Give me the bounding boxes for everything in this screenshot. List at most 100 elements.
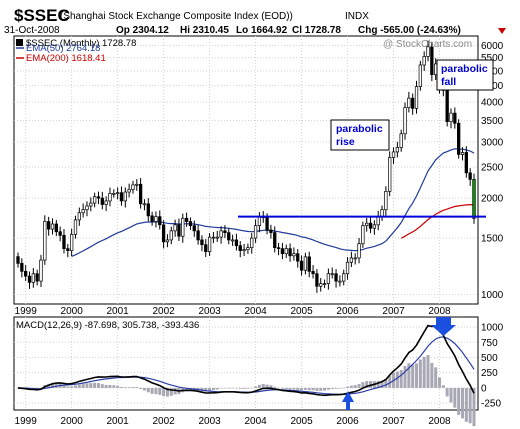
candle-body <box>135 183 139 186</box>
histogram-bar <box>231 387 235 389</box>
macd-tick-label: 500 <box>481 353 498 364</box>
year-tick-label: 2001 <box>107 416 130 427</box>
candle <box>100 191 104 210</box>
down-arrow-icon <box>431 317 456 336</box>
candle <box>234 233 239 251</box>
histogram-bar <box>238 387 242 389</box>
candle-body <box>472 178 476 219</box>
ema50-line <box>71 148 475 257</box>
candle-body <box>342 273 346 282</box>
price-title: $SSEC (Monthly) 1728.78 <box>26 38 136 49</box>
ema200-line <box>400 203 475 239</box>
histogram-bar <box>254 386 258 388</box>
price-tick-label: 5500 <box>481 53 504 64</box>
candle-body <box>276 247 281 249</box>
histogram-bar <box>273 386 277 388</box>
candle-body <box>54 223 58 233</box>
macd-title: MACD(12,26,9) -87.698, 305.738, -393.436 <box>16 320 199 331</box>
candle-body <box>47 221 51 230</box>
candle <box>181 213 185 243</box>
macd-tick-label: 250 <box>481 368 498 379</box>
annotation-parabolic-rise: parabolic rise <box>330 119 390 151</box>
price-date-axis: 1999 2000 2001 2002 2003 2004 2005 2006 2007 2008 <box>15 306 452 317</box>
candle-body <box>269 229 273 233</box>
histogram-bar <box>388 375 392 388</box>
candle <box>150 211 154 226</box>
price-tick-label: 4000 <box>481 97 504 108</box>
histogram-bar <box>361 382 365 388</box>
high-value: Hi 2310.45 <box>180 25 229 36</box>
candle <box>104 196 108 212</box>
annotation-fall-text: parabolic fall <box>441 63 488 88</box>
candle-body <box>265 217 269 231</box>
candle <box>81 203 85 218</box>
histogram-bar <box>158 387 162 395</box>
candle <box>403 102 407 140</box>
candle-body <box>43 221 47 261</box>
candle <box>89 197 93 212</box>
candle <box>288 243 292 262</box>
candle-body <box>73 219 78 235</box>
candle-body <box>20 263 24 272</box>
candle <box>353 253 357 265</box>
year-tick-label: 2008 <box>428 416 451 427</box>
candle-body <box>35 273 39 282</box>
histogram-bar <box>85 383 89 388</box>
candle <box>184 212 189 227</box>
histogram-bar <box>119 386 123 388</box>
candle <box>472 173 476 224</box>
histogram-bar <box>265 384 269 388</box>
candle <box>326 268 331 290</box>
histogram-bar <box>89 383 93 388</box>
candle <box>426 40 430 62</box>
candle <box>92 192 97 208</box>
histogram-bar <box>146 387 150 393</box>
candle <box>142 199 147 211</box>
candle-body <box>238 245 242 251</box>
candle-body <box>411 97 415 109</box>
candle-body <box>361 225 365 245</box>
candle-body <box>319 283 323 287</box>
candle-body <box>150 215 154 222</box>
macd-tick-label: 1000 <box>481 323 504 334</box>
histogram-bar <box>464 387 468 422</box>
candle <box>58 226 62 242</box>
price-tick-label: 1500 <box>481 234 504 245</box>
year-tick-label: 2004 <box>244 306 267 317</box>
candle <box>50 218 55 235</box>
candle-body <box>284 248 288 255</box>
macd-line <box>17 324 475 397</box>
histogram-bar <box>349 385 353 388</box>
candle-body <box>257 216 262 227</box>
histogram-bar <box>353 385 357 388</box>
annotation-rise-text: parabolic rise <box>336 123 383 148</box>
histogram-bar <box>453 387 457 408</box>
candle-body <box>273 232 277 248</box>
candle-body <box>345 261 350 275</box>
histogram-bar <box>50 382 54 388</box>
candle <box>62 229 66 254</box>
year-tick-label: 1999 <box>15 306 38 317</box>
year-tick-label: 2006 <box>336 416 359 427</box>
candle-body <box>315 273 319 287</box>
candle <box>422 51 426 71</box>
candle-body <box>449 112 453 123</box>
candle-body <box>357 243 361 259</box>
histogram-bar <box>242 387 246 389</box>
histogram-bar <box>219 387 223 389</box>
candle <box>372 220 377 235</box>
candle <box>319 277 323 292</box>
candle <box>453 107 457 129</box>
index-name: (Shanghai Stock Exchange Composite Index… <box>60 11 293 22</box>
histogram-bar <box>303 387 307 390</box>
histogram-bar <box>131 387 135 388</box>
candle-body <box>457 122 461 155</box>
candle <box>215 230 219 242</box>
year-tick-label: 2007 <box>382 306 405 317</box>
candle-body <box>16 256 20 264</box>
histogram-bar <box>77 384 81 388</box>
histogram-bar <box>441 385 445 388</box>
candle-body <box>376 216 380 226</box>
candle-body <box>227 232 231 241</box>
